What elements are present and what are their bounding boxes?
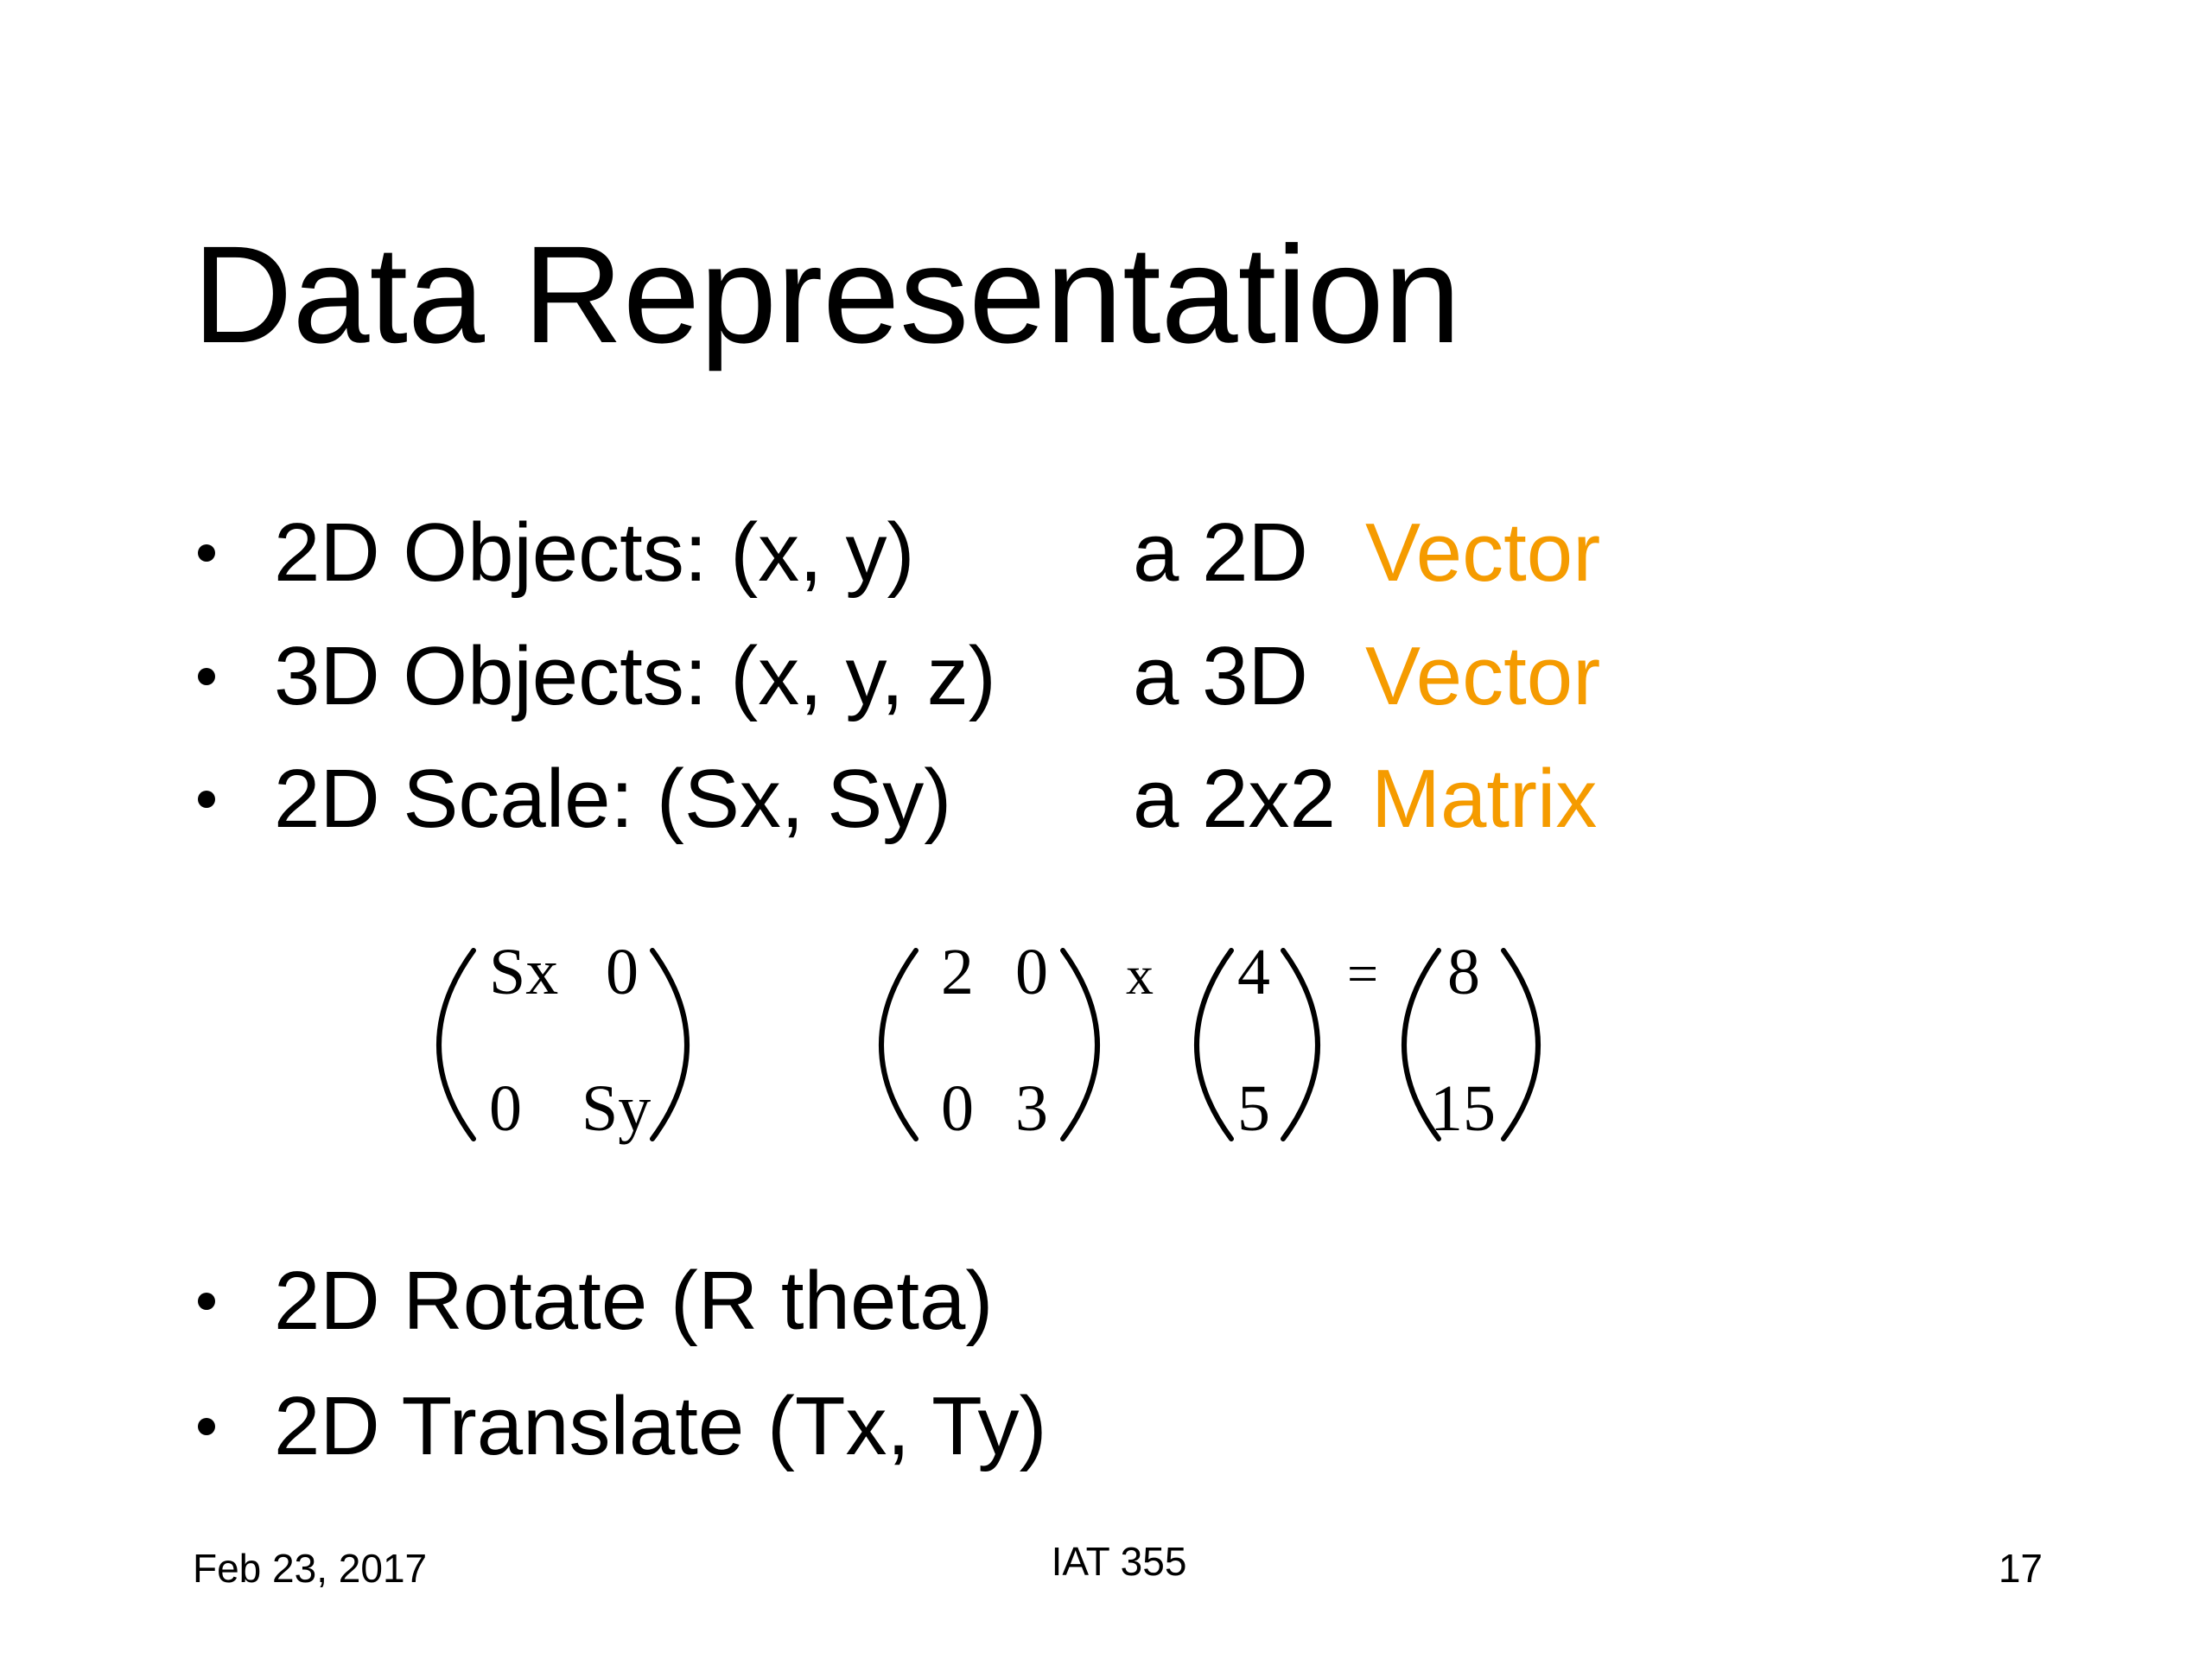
vector-entry: 15 [1430,1072,1496,1145]
bullet-dot [198,791,215,808]
scale-matrix: Sx 0 0 Sy [436,936,690,1145]
bullet-text: 2D Translate (Tx, Ty) [274,1380,1046,1472]
slide-title: Data Representation [193,217,1461,372]
matrix-entry: 3 [1015,1072,1048,1145]
right-paren [1281,948,1320,1141]
matrix-entry: 0 [489,1072,522,1145]
bullet-kind: a 3D [1133,630,1308,722]
left-paren [1194,948,1234,1141]
bullet-dot [198,544,215,562]
footer-course: IAT 355 [1052,1539,1187,1584]
right-paren [650,948,690,1141]
bullet-kind: a 2x2 [1133,753,1336,845]
bullet-dot [198,1293,215,1310]
bullet-text: 3D Objects: (x, y, z) [274,630,996,722]
right-paren [1501,948,1541,1141]
bullet-kind: a 2D [1133,506,1308,599]
example-equation: 2 0 0 3 x 4 5 = 8 15 [879,936,1541,1145]
bullet-dot [198,1418,215,1435]
operator: x [1126,944,1154,1006]
matrix-entry: 0 [1015,936,1048,1008]
footer-date: Feb 23, 2017 [193,1546,427,1591]
bullet-text: 2D Scale: (Sx, Sy) [274,753,951,845]
vector-entry: 4 [1237,936,1270,1008]
footer-page: 17 [1999,1546,2043,1591]
bullet-list: 2D Objects: (x, y) a 2D Vector 3D Object… [198,506,1600,1472]
bullet-text: 2D Rotate (R theta) [274,1255,993,1347]
bullet-term: Vector [1365,630,1600,722]
matrix-entry: Sx [489,936,558,1008]
left-paren [879,948,918,1141]
bullet-dot [198,668,215,685]
matrix-entry: 0 [941,1072,974,1145]
bullet-term: Matrix [1371,753,1597,845]
left-paren [436,948,476,1141]
equals: = [1347,943,1378,1004]
matrix-entry: Sy [582,1072,651,1145]
vector-entry: 8 [1447,936,1480,1008]
bullet-text: 2D Objects: (x, y) [274,506,914,599]
left-paren [1402,948,1441,1141]
bullet-term: Vector [1365,506,1600,599]
vector-entry: 5 [1237,1072,1270,1145]
matrix-entry: 2 [941,936,974,1008]
right-paren [1060,948,1100,1141]
matrix-entry: 0 [606,936,639,1008]
